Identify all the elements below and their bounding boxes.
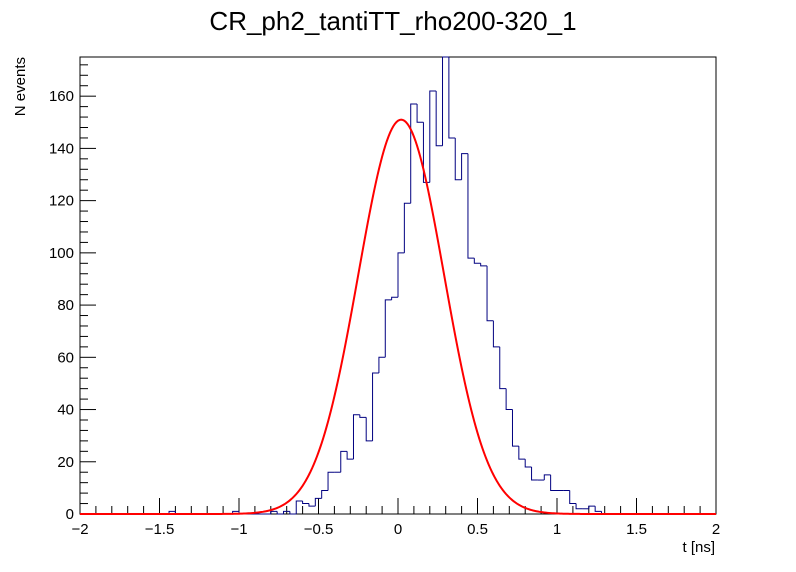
histogram-bin — [550, 474, 557, 491]
histogram-bin — [276, 511, 284, 515]
y-tick-label: 60 — [57, 349, 74, 366]
x-tick-label: −1.5 — [145, 521, 175, 538]
histogram-bin — [295, 500, 303, 514]
y-tick-label: 0 — [66, 506, 74, 523]
axes: −2 −1.5 −1 −0.5 0 0.5 1 1.5 20204060801001201401… — [49, 64, 720, 538]
histogram-bin — [422, 122, 430, 183]
histogram-bin — [435, 90, 443, 147]
x-tick-label: 1.5 — [626, 521, 647, 538]
histogram-bin — [378, 356, 386, 373]
histogram-bin — [442, 56, 449, 146]
histogram-bin — [505, 388, 513, 411]
y-tick-label: 140 — [49, 140, 74, 157]
fit-curve — [80, 118, 716, 515]
histogram-bin — [283, 510, 290, 514]
histogram-bin — [575, 503, 583, 510]
chart-title: CR_ph2_tantiTT_rho200-320_1 — [209, 6, 576, 36]
x-axis-label: t [ns] — [682, 539, 715, 556]
histogram-bin — [588, 505, 596, 509]
histogram-bin — [448, 57, 456, 139]
histogram-bin — [531, 466, 538, 481]
histogram-bin — [429, 90, 437, 183]
histogram-bin — [340, 450, 348, 473]
histogram-bin — [524, 459, 532, 468]
y-tick-label: 160 — [49, 88, 74, 105]
histogram-bin — [467, 153, 475, 259]
histogram-bin — [391, 296, 398, 300]
histogram-bin — [397, 252, 405, 298]
y-axis-label: N events — [12, 57, 29, 116]
histogram-bin — [321, 490, 329, 499]
y-tick-label: 80 — [57, 297, 74, 314]
histogram-bin — [327, 471, 335, 491]
histogram-bin — [511, 409, 519, 447]
y-tick-label: 20 — [57, 454, 74, 471]
histogram-bin — [594, 506, 602, 512]
histogram-bin — [543, 474, 551, 481]
x-tick-label: −2 — [71, 521, 88, 538]
histogram-bin — [403, 202, 411, 253]
histogram-bin — [486, 265, 494, 322]
histogram-bin — [308, 503, 316, 507]
histogram-bin — [518, 446, 526, 460]
y-tick-label: 40 — [57, 402, 74, 419]
x-tick-label: −1 — [230, 521, 247, 538]
histogram-bin — [569, 490, 577, 505]
x-tick-label: −0.5 — [304, 521, 334, 538]
x-tick-label: 0 — [394, 521, 402, 538]
x-tick-label: 2 — [712, 521, 720, 538]
histogram-bin — [372, 372, 379, 441]
histogram-bin — [270, 510, 278, 514]
x-tick-label: 1 — [553, 521, 561, 538]
histogram-bin — [314, 497, 322, 507]
histogram-bin — [346, 451, 354, 460]
histogram-bin — [365, 417, 373, 442]
histogram-bin — [480, 263, 488, 267]
histogram-bin — [302, 500, 309, 505]
plot-area — [80, 56, 716, 515]
histogram-bin — [461, 153, 468, 180]
y-tick-label: 100 — [49, 245, 74, 262]
histogram-bin — [492, 320, 500, 348]
x-tick-label: 0.5 — [467, 521, 488, 538]
histogram-bin — [410, 103, 418, 204]
histogram-bin — [384, 299, 392, 358]
histogram-bin — [289, 511, 297, 515]
histogram-bin — [352, 414, 360, 460]
histogram-bin — [454, 137, 462, 181]
histogram-bin — [499, 346, 507, 390]
histogram-bin — [416, 104, 424, 123]
y-tick-label: 120 — [49, 193, 74, 210]
histogram-bin — [359, 414, 367, 418]
histogram-bin — [473, 258, 481, 264]
